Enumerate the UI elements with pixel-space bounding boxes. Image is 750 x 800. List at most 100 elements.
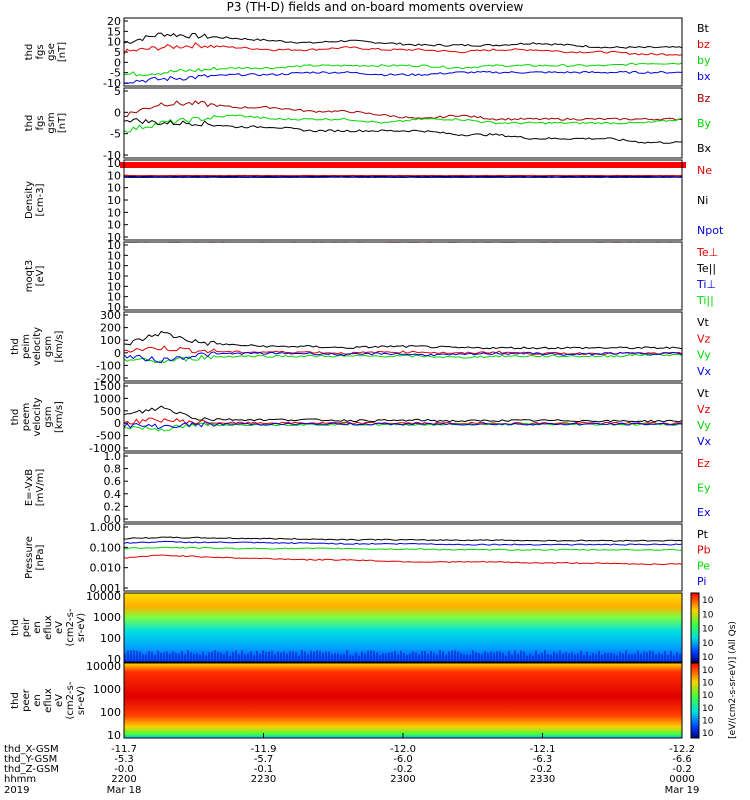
x-tick-hhmm: 0000 bbox=[669, 774, 694, 785]
x-tick-ly: -5.3 bbox=[114, 754, 134, 765]
y-tick-label: 5 bbox=[114, 46, 121, 59]
spectrogram-streak bbox=[616, 655, 618, 662]
y-axis-label: sr-eV) bbox=[76, 613, 87, 642]
spectrogram-streak bbox=[511, 654, 513, 662]
y-axis-label: thd bbox=[10, 409, 21, 426]
legend-bx: bx bbox=[697, 70, 711, 83]
y-tick-label: 1000 bbox=[93, 611, 121, 624]
spectrogram-streak bbox=[532, 655, 534, 662]
series-by-line bbox=[123, 114, 683, 133]
x-tick-ly: -6.3 bbox=[533, 754, 553, 765]
y-axis-label: peir bbox=[21, 617, 32, 637]
legend-bz: Bz bbox=[697, 92, 711, 105]
spectrogram-streak bbox=[583, 654, 585, 662]
legend-vz: Vz bbox=[697, 403, 711, 416]
spectrogram-streak bbox=[388, 652, 390, 662]
spectrogram-streak bbox=[343, 654, 345, 662]
spectrogram-streak bbox=[562, 653, 564, 662]
spectrogram-streak bbox=[289, 651, 291, 662]
y-tick-label: 0 bbox=[114, 106, 121, 119]
spectrogram-streak bbox=[205, 655, 207, 662]
spectrogram-streak bbox=[169, 653, 171, 662]
spectrogram-streak bbox=[154, 655, 156, 662]
y-tick-label: 10 bbox=[107, 291, 121, 304]
x-tick-ly: -6.6 bbox=[672, 754, 692, 765]
spectrogram-streak bbox=[676, 652, 678, 662]
spectrogram-streak bbox=[598, 651, 600, 662]
spectrogram-streak bbox=[232, 651, 234, 662]
spectrogram-streak bbox=[268, 651, 270, 662]
spectrogram-streak bbox=[535, 650, 537, 662]
spectrogram-streak bbox=[184, 654, 186, 662]
spectrogram-streak bbox=[160, 652, 162, 662]
y-axis-label: [cm-3] bbox=[35, 183, 46, 216]
spectrogram-streak bbox=[319, 650, 321, 662]
spectrogram-streak bbox=[172, 651, 174, 662]
spectrogram-streak bbox=[139, 651, 141, 662]
spectrogram-streak bbox=[130, 650, 132, 662]
spectrogram-streak bbox=[349, 655, 351, 662]
spectrogram-streak bbox=[457, 651, 459, 662]
x-row-label: 2019 bbox=[4, 785, 29, 796]
y-axis-label: thd bbox=[10, 692, 21, 709]
chart-title: P3 (TH-D) fields and on-board moments ov… bbox=[226, 0, 524, 14]
spectrogram-streak bbox=[649, 650, 651, 662]
y-axis-label: gse bbox=[46, 43, 57, 61]
y-axis-label: en bbox=[32, 694, 43, 707]
spectrogram-streak bbox=[643, 651, 645, 662]
colorbar bbox=[690, 592, 700, 663]
spectrogram-streak bbox=[142, 654, 144, 662]
spectrogram-streak bbox=[133, 650, 135, 662]
spectrogram-streak bbox=[505, 655, 507, 662]
x-tick-lz: -0.0 bbox=[114, 764, 134, 775]
colorbar-tick: 10 bbox=[702, 639, 714, 649]
spectrogram-streak bbox=[253, 655, 255, 662]
y-axis-label: velocity bbox=[32, 397, 43, 436]
legend-vz: Vz bbox=[697, 332, 711, 345]
spectrogram-streak bbox=[346, 650, 348, 662]
series-bz-line bbox=[123, 100, 683, 121]
y-axis-label: [mV/m] bbox=[35, 469, 46, 507]
series-vz-line bbox=[123, 417, 683, 425]
spectrogram-streak bbox=[145, 654, 147, 662]
y-axis-label: thd bbox=[10, 619, 21, 636]
spectrogram-streak bbox=[565, 652, 567, 662]
spectrogram-streak bbox=[364, 653, 366, 662]
spectrogram-streak bbox=[376, 652, 378, 662]
x-tick-lx: -12.0 bbox=[390, 744, 416, 755]
legend-ex: Ex bbox=[697, 506, 711, 519]
y-tick-label: 0.2 bbox=[104, 500, 122, 513]
x-tick-lx: -12.2 bbox=[669, 744, 695, 755]
spectrogram-streak bbox=[226, 651, 228, 662]
legend-vt: Vt bbox=[697, 387, 710, 400]
y-tick-label: 10 bbox=[107, 729, 121, 742]
spectrogram-streak bbox=[499, 651, 501, 662]
spectrogram-streak bbox=[370, 650, 372, 662]
y-tick-label: 10000 bbox=[86, 660, 121, 673]
spectrogram-streak bbox=[448, 651, 450, 662]
y-tick-label: -100 bbox=[96, 359, 121, 372]
colorbar bbox=[690, 662, 700, 739]
legend-ti: Ti|| bbox=[696, 294, 714, 307]
y-axis-label: sr-eV) bbox=[76, 686, 87, 715]
x-tick-lz: -0.2 bbox=[672, 764, 692, 775]
y-tick-label: 5 bbox=[114, 85, 121, 98]
spectrogram-streak bbox=[181, 650, 183, 662]
series-bx-line bbox=[123, 70, 683, 85]
spectrogram-streak bbox=[433, 652, 435, 662]
spectrogram-streak bbox=[571, 652, 573, 662]
y-axis-label: fgs bbox=[35, 44, 46, 59]
spectrogram-streak bbox=[166, 651, 168, 662]
colorbar-tick: 10 bbox=[702, 666, 714, 676]
y-tick-label: 100 bbox=[100, 334, 121, 347]
spectrogram-streak bbox=[637, 650, 639, 662]
y-axis-label: gsm bbox=[43, 406, 54, 427]
y-tick-label: 10 bbox=[107, 182, 121, 195]
x-tick-date: Mar 19 bbox=[665, 785, 700, 796]
panel-frame bbox=[123, 159, 683, 241]
panel-frame bbox=[123, 87, 683, 159]
spectrogram-streak bbox=[214, 650, 216, 662]
spectrogram-streak bbox=[136, 650, 138, 662]
colorbar-tick: 10 bbox=[702, 704, 714, 714]
legend-pb: Pb bbox=[697, 544, 711, 557]
